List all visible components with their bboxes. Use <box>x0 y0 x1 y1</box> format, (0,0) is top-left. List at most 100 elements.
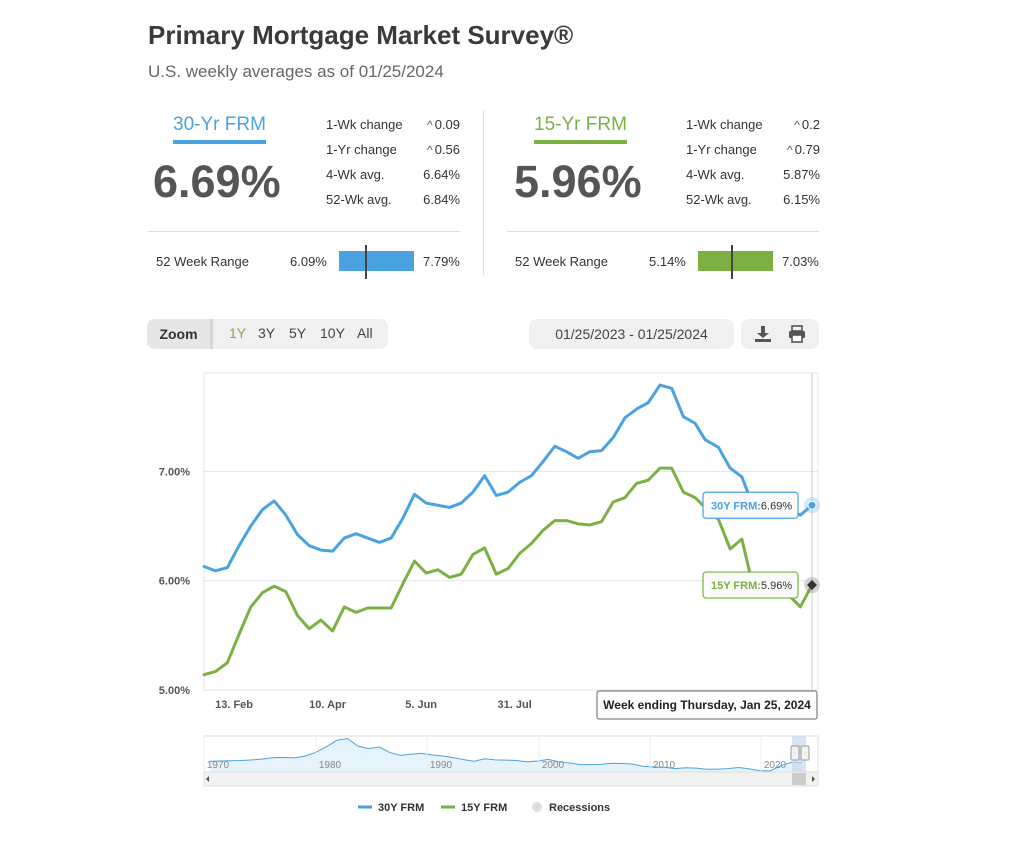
frm30-tooltip-text: 30Y FRM:6.69% <box>711 500 792 512</box>
stat-label: 1-Wk change <box>326 117 403 132</box>
date-range-input[interactable]: 01/25/2023 - 01/25/2024 <box>529 319 734 349</box>
stat-label: 1-Wk change <box>686 117 763 132</box>
y-tick-label: 7.00% <box>159 466 190 478</box>
stat-row: 1-Yr change ^ 0.56 <box>326 137 460 162</box>
y-tick-label: 5.00% <box>159 685 190 697</box>
range-max: 7.03% <box>782 254 819 269</box>
navigator-line <box>209 737 803 772</box>
stat-value: 6.84% <box>423 192 460 207</box>
frm15-tooltip-box <box>702 571 799 599</box>
range-min: 6.09% <box>290 254 327 269</box>
range-label: 52 Week Range <box>515 254 608 269</box>
stat-row: 1-Wk change ^ 0.09 <box>326 112 460 137</box>
navigator-year-label: 2010 <box>653 760 676 771</box>
zoom-1y-button[interactable]: 1Y <box>229 325 247 341</box>
range-current-marker <box>731 245 733 279</box>
stat-value: 0.56 <box>434 142 460 157</box>
legend-recessions-swatch <box>532 802 542 812</box>
legend-label: 15Y FRM <box>461 802 507 814</box>
frm15-panel: 15-Yr FRM 5.96% 1-Wk change ^ 0.2 1-Yr cha… <box>507 108 820 279</box>
frm30-tooltip-box <box>702 491 799 519</box>
navigator-frame <box>203 735 819 787</box>
zoom-5y-button[interactable]: 5Y <box>289 325 307 341</box>
range-max: 7.79% <box>423 254 460 269</box>
frm30-point-halo <box>804 497 820 514</box>
x-tick-label: 31. Jul <box>498 699 532 711</box>
crosshair-label-box <box>596 690 818 720</box>
navigator-handle-right <box>800 745 810 761</box>
stat-row: 4-Wk avg. 5.87% <box>686 162 820 187</box>
frm30-panel: 30-Yr FRM 6.69% 1-Wk change ^ 0.09 1-Yr ch… <box>148 108 460 279</box>
frm15-rate: 5.96% <box>514 156 642 207</box>
stat-value: 0.09 <box>434 117 460 132</box>
scroll-left-icon <box>206 776 209 782</box>
frm15-point <box>807 580 817 591</box>
page-title: Primary Mortgage Market Survey® <box>148 20 574 50</box>
up-arrow-icon: ^ <box>794 118 800 132</box>
series-line-frm30 <box>202 383 814 573</box>
crosshair-label: Week ending Thursday, Jan 25, 2024 <box>603 698 811 712</box>
plot-area <box>203 372 819 691</box>
stat-label: 1-Yr change <box>326 142 397 157</box>
x-tick-label: 10. Apr <box>309 699 347 711</box>
stat-label: 4-Wk avg. <box>326 167 385 182</box>
range-label: 52 Week Range <box>156 254 249 269</box>
x-tick-label: 2 <box>605 699 611 711</box>
panel-divider <box>483 110 484 275</box>
stat-label: 4-Wk avg. <box>686 167 745 182</box>
print-icon[interactable] <box>787 325 807 343</box>
stat-value: 0.2 <box>801 117 820 132</box>
frm15-label: 15-Yr FRM <box>534 114 627 144</box>
zoom-control: Zoom 1Y 3Y 5Y 10Y All <box>147 319 388 349</box>
divider <box>507 231 819 232</box>
x-tick-label: 13. Feb <box>215 699 253 711</box>
stat-row: 4-Wk avg. 6.64% <box>326 162 460 187</box>
navigator-handle-left <box>790 745 800 761</box>
navigator-year-label: 1970 <box>207 760 230 771</box>
stat-row: 52-Wk avg. 6.84% <box>326 187 460 212</box>
stat-row: 1-Yr change ^ 0.79 <box>686 137 820 162</box>
legend-label: Recessions <box>549 802 610 814</box>
zoom-all-button[interactable]: All <box>357 325 373 341</box>
navigator-selection <box>792 736 806 772</box>
range-bar <box>339 251 414 271</box>
navigator-scrollbar <box>203 771 819 787</box>
frm30-point <box>807 500 817 510</box>
frm30-label: 30-Yr FRM <box>173 114 266 144</box>
zoom-10y-button[interactable]: 10Y <box>320 325 345 341</box>
up-arrow-icon: ^ <box>427 143 433 157</box>
scroll-right-icon <box>812 776 815 782</box>
frm15-point-halo <box>804 577 820 594</box>
navigator-year-label: 1990 <box>430 760 453 771</box>
stat-label: 52-Wk avg. <box>326 192 392 207</box>
navigator-year-label: 2020 <box>764 760 787 771</box>
stat-label: 1-Yr change <box>686 142 757 157</box>
range-current-marker <box>365 245 368 279</box>
up-arrow-icon: ^ <box>427 118 433 132</box>
page-subtitle: U.S. weekly averages as of 01/25/2024 <box>148 62 444 81</box>
download-icon[interactable] <box>753 325 773 343</box>
zoom-label: Zoom <box>147 319 213 349</box>
frm15-tooltip-text: 15Y FRM:5.96% <box>711 580 792 592</box>
export-controls <box>741 319 819 349</box>
up-arrow-icon: ^ <box>787 143 793 157</box>
navigator-year-label: 2000 <box>542 760 565 771</box>
x-tick-label: 5. Jun <box>405 699 437 711</box>
stat-value: 6.64% <box>423 167 460 182</box>
stat-row: 52-Wk avg. 6.15% <box>686 187 820 212</box>
range-min: 5.14% <box>649 254 686 269</box>
series-line-frm15 <box>202 466 814 677</box>
stat-value: 0.79 <box>794 142 820 157</box>
y-tick-label: 6.00% <box>159 576 190 588</box>
navigator-area <box>210 738 802 772</box>
legend-label: 30Y FRM <box>378 802 424 814</box>
range-bar <box>698 251 773 271</box>
navigator-scrollbar-thumb <box>792 773 806 785</box>
navigator-year-label: 1980 <box>319 760 342 771</box>
divider <box>148 231 460 232</box>
stat-value: 6.15% <box>783 192 820 207</box>
stat-value: 5.87% <box>783 167 820 182</box>
stat-row: 1-Wk change ^ 0.2 <box>686 112 820 137</box>
zoom-3y-button[interactable]: 3Y <box>258 325 276 341</box>
frm30-stats: 1-Wk change ^ 0.09 1-Yr change ^ 0.56 4-Wk a… <box>326 112 460 212</box>
